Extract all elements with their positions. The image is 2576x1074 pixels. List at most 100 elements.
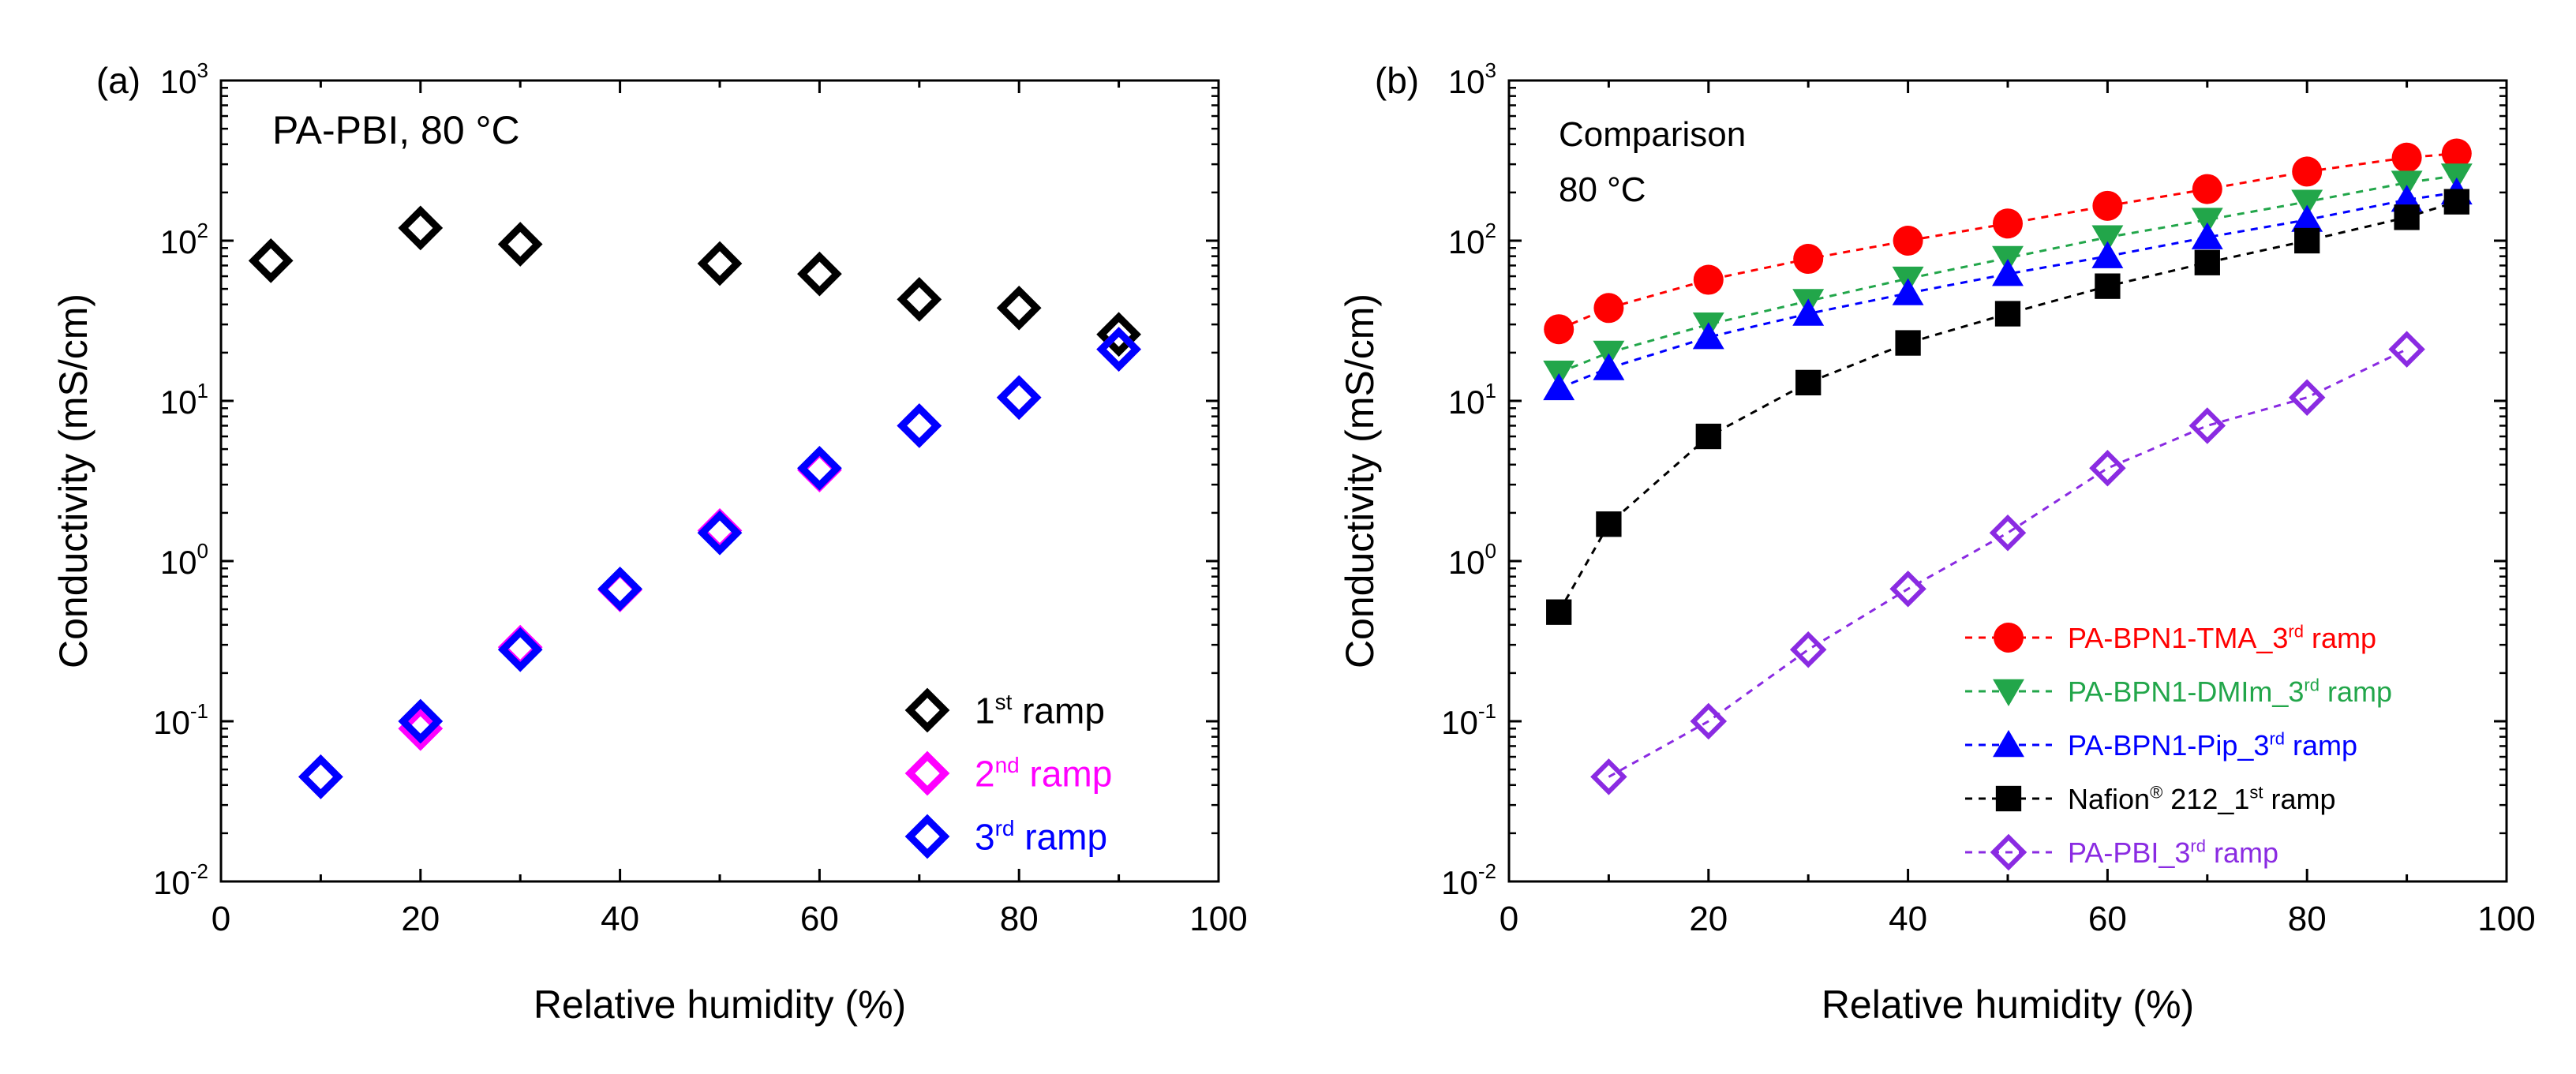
legend-label: PA-PBI_3rd ramp (2068, 836, 2278, 869)
legend-label: PA-BPN1-Pip_3rd ramp (2068, 728, 2357, 762)
data-point (996, 375, 1042, 421)
y-tick-label: 101 (1448, 379, 1496, 421)
x-tick-label: 20 (401, 900, 440, 938)
y-tick-label: 103 (160, 58, 208, 100)
legend-label-main: 2 (975, 754, 995, 795)
x-tick-label: 60 (2088, 900, 2127, 938)
data-point (1992, 259, 2024, 286)
data-point (497, 222, 543, 267)
data-point (497, 627, 543, 672)
legend-label-main: PA-PBI_3 (2068, 836, 2190, 869)
y-tick-label: 10-2 (1441, 859, 1496, 901)
y-tick-exponent: 3 (1485, 58, 1496, 82)
x-tick-label: 100 (1189, 900, 1247, 938)
data-point (1993, 208, 2023, 239)
y-tick-exponent: 2 (197, 219, 208, 242)
data-point (1895, 330, 1921, 356)
data-point (1795, 369, 1822, 396)
legend-entry: PA-BPN1-Pip_3rd ramp (1965, 728, 2357, 762)
data-point (2440, 163, 2473, 191)
legend-label-superscript: st (2249, 782, 2263, 802)
legend-entry: 3rd ramp (904, 814, 1107, 859)
legend-entry: 2nd ramp (904, 750, 1112, 796)
legend-label-superscript: rd (2304, 675, 2320, 694)
data-point (298, 754, 343, 799)
panel-annotation-line: 80 °C (1559, 170, 1646, 209)
legend-label: PA-BPN1-DMIm_3rd ramp (2068, 675, 2392, 708)
legend-label-superscript: nd (995, 753, 1020, 777)
data-point (2092, 190, 2123, 221)
data-point (1695, 423, 1721, 450)
series-2 (298, 327, 1141, 799)
data-point (1792, 298, 1825, 326)
legend-label-main: PA-BPN1-DMIm_3 (2068, 675, 2304, 708)
x-tick-label: 40 (601, 900, 639, 938)
legend-entry: 1st ramp (904, 687, 1105, 733)
series-3 (1546, 189, 2469, 625)
y-tick-exponent: 2 (1485, 219, 1496, 242)
legend-label-main: PA-BPN1-TMA_3 (2068, 622, 2288, 654)
legend-marker (1993, 679, 2024, 706)
data-point (897, 277, 942, 322)
y-tick-base: 10 (1448, 544, 1485, 581)
data-point (697, 510, 743, 556)
series-line (1557, 200, 2458, 613)
legend-label-main: Nafion (2068, 783, 2150, 815)
data-point (1544, 314, 1574, 345)
data-point (2194, 249, 2220, 275)
legend-label-rest: ramp (2304, 622, 2376, 654)
data-point (248, 238, 294, 283)
data-point (398, 205, 444, 251)
data-point (2091, 241, 2124, 268)
y-tick-exponent: 0 (1485, 539, 1496, 563)
legend-label-rest: 212_ (2162, 783, 2234, 815)
data-point (1893, 226, 1923, 256)
data-point (2291, 204, 2323, 232)
data-point (1690, 702, 1728, 740)
legend-label-rest: ramp (1020, 754, 1113, 795)
data-point (1590, 758, 1627, 795)
y-tick-label: 102 (160, 219, 208, 260)
data-point (1593, 293, 1624, 324)
data-point (1693, 264, 1724, 295)
data-point (2391, 142, 2422, 173)
series-0 (1544, 138, 2472, 345)
y-tick-exponent: 1 (1485, 379, 1496, 402)
y-tick-base: 10 (1448, 384, 1485, 421)
series-0 (248, 205, 1141, 357)
y-tick-label: 10-2 (153, 859, 208, 901)
x-axis-title: Relative humidity (%) (534, 982, 906, 1027)
data-point (2388, 331, 2425, 368)
legend-entry: PA-BPN1-TMA_3rd ramp (1965, 621, 2376, 654)
x-tick-label: 100 (2477, 900, 2535, 938)
legend-marker (1994, 623, 2024, 653)
legend-label-rest: ramp (1012, 690, 1105, 732)
y-tick-base: 10 (1448, 63, 1485, 100)
legend-label: 1st ramp (975, 690, 1105, 731)
y-tick-exponent: -1 (1478, 699, 1496, 723)
y-tick-base: 10 (153, 864, 190, 901)
data-point (797, 445, 842, 491)
legend-label: 2nd ramp (975, 753, 1112, 794)
y-tick-base: 10 (1448, 223, 1485, 260)
legend-marker (904, 750, 950, 796)
y-tick-label: 103 (1448, 58, 1496, 100)
data-point (2095, 273, 2121, 299)
y-tick-exponent: -1 (190, 699, 208, 723)
legend-label-main2: 1 (2233, 783, 2249, 815)
data-point (1543, 372, 1575, 401)
legend-marker (904, 814, 950, 859)
data-point (797, 251, 842, 297)
y-tick-exponent: -2 (190, 859, 208, 883)
legend-label-main: 1 (975, 690, 995, 732)
x-tick-label: 40 (1889, 900, 1927, 938)
legend-label-superscript: rd (2269, 728, 2285, 748)
legend-label-rest: ramp (2285, 729, 2357, 762)
data-point (1989, 515, 2027, 552)
data-point (597, 566, 642, 612)
data-point (2091, 225, 2124, 253)
x-tick-label: 60 (800, 900, 839, 938)
legend-label-superscript: rd (2288, 621, 2304, 641)
panel-annotation: PA-PBI, 80 °C (272, 108, 520, 152)
